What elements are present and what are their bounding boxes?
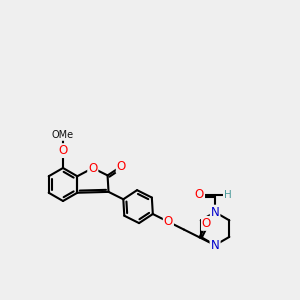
Text: N: N <box>211 238 219 252</box>
Text: O: O <box>58 144 68 157</box>
Text: O: O <box>195 188 204 201</box>
Text: O: O <box>202 217 211 230</box>
Text: N: N <box>211 238 219 252</box>
Text: O: O <box>117 160 126 173</box>
Text: N: N <box>211 206 219 219</box>
Text: O: O <box>164 215 173 228</box>
Text: O: O <box>88 161 98 175</box>
Text: OMe: OMe <box>52 130 74 140</box>
Text: H: H <box>224 190 232 200</box>
